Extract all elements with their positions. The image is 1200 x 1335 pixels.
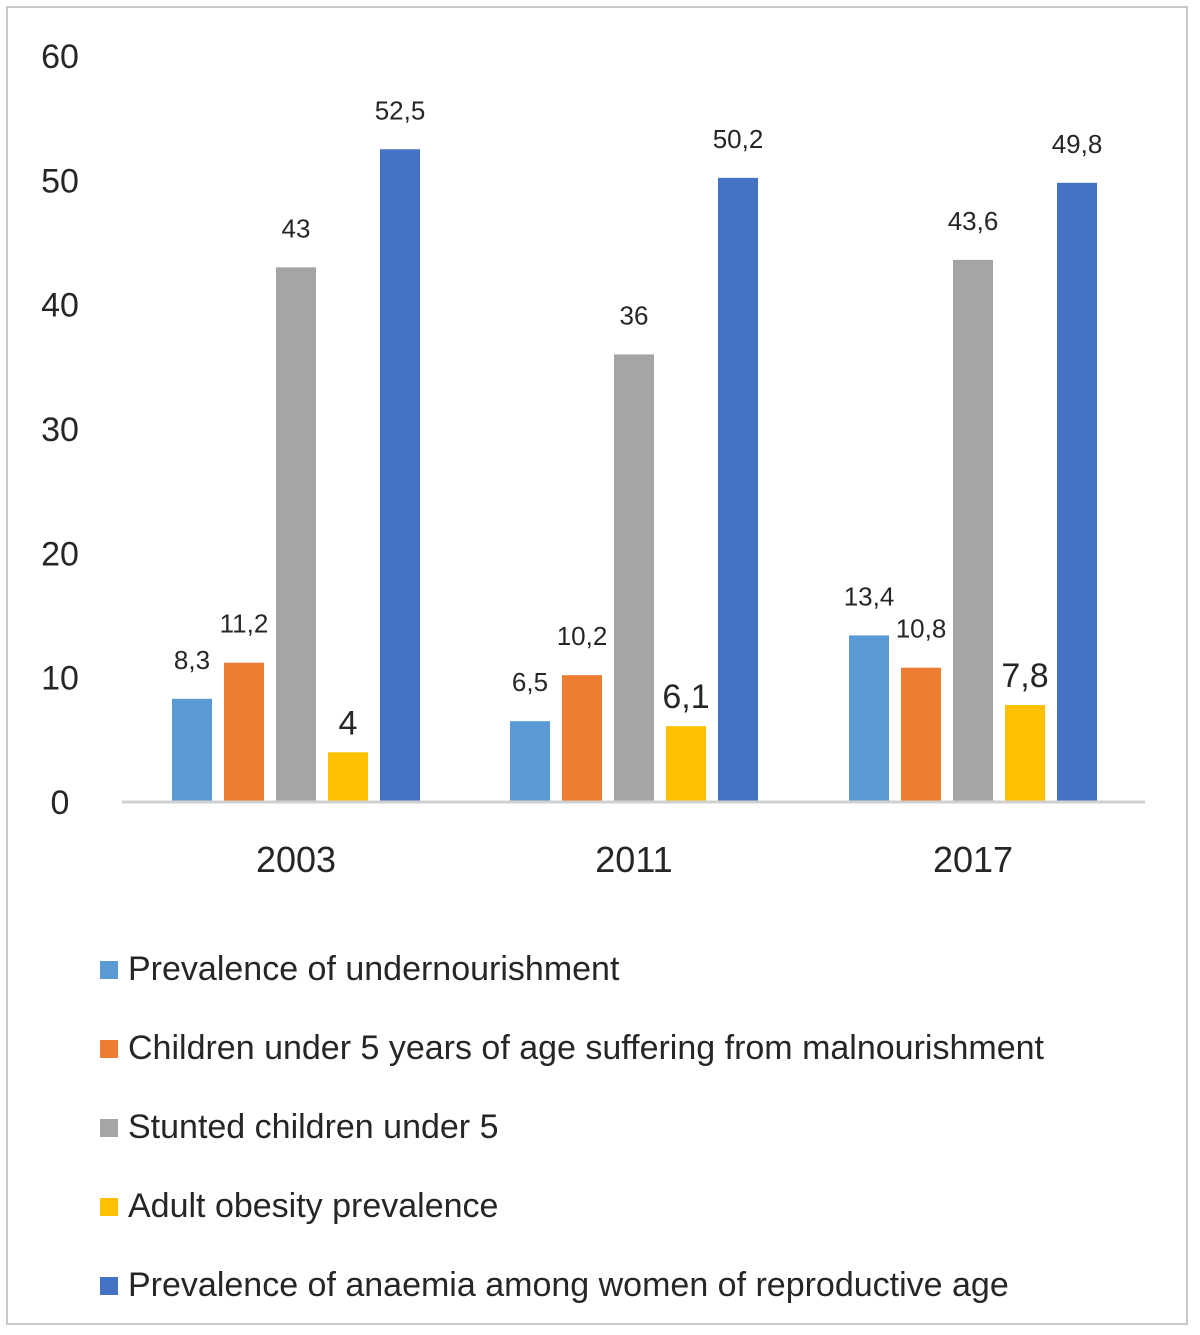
legend-swatch (100, 1197, 118, 1216)
data-label: 8,3 (174, 645, 210, 675)
y-tick-label: 0 (51, 784, 70, 822)
bar (276, 267, 316, 802)
data-label: 6,1 (662, 678, 709, 716)
bar (172, 698, 212, 802)
legend-swatch (100, 1276, 118, 1295)
data-label: 6,5 (512, 667, 548, 697)
data-label: 50,2 (713, 124, 764, 154)
y-tick-label: 20 (41, 535, 79, 573)
data-label: 43,6 (948, 206, 999, 236)
y-tick-label: 40 (41, 287, 79, 325)
x-tick-label: 2011 (595, 839, 672, 880)
x-tick-label: 2017 (933, 839, 1013, 880)
legend-label: Children under 5 years of age suffering … (128, 1029, 1044, 1067)
legend-item: Adult obesity prevalence (100, 1167, 1044, 1246)
x-tick-label: 2003 (256, 839, 336, 880)
data-label: 11,2 (220, 609, 269, 639)
bar (380, 149, 420, 802)
bar (953, 259, 993, 802)
legend-item: Prevalence of anaemia among women of rep… (100, 1246, 1044, 1325)
bar (718, 177, 758, 802)
legend-item: Stunted children under 5 (100, 1088, 1044, 1167)
y-tick-label: 30 (41, 411, 79, 449)
data-label: 7,8 (1001, 657, 1048, 695)
y-tick-label: 10 (41, 660, 79, 698)
legend-swatch (100, 960, 118, 979)
bar (849, 635, 889, 802)
legend: Prevalence of undernourishment Children u… (100, 930, 1044, 1325)
data-label: 36 (620, 300, 649, 330)
bar (510, 721, 550, 802)
bar-chart: 0 10 20 30 40 50 60 8,3 6,5 13,4 11,2 10,2 10,8 43 36… (41, 38, 1145, 880)
y-tick-label: 60 (41, 38, 79, 76)
bar (666, 726, 706, 802)
bar (224, 662, 264, 802)
bar (328, 752, 368, 802)
legend-item: Children under 5 years of age suffering … (100, 1009, 1044, 1088)
bar (1057, 182, 1097, 802)
data-label: 10,2 (557, 621, 608, 651)
legend-swatch (100, 1118, 118, 1137)
legend-label: Prevalence of anaemia among women of rep… (128, 1266, 1009, 1304)
bar (901, 667, 941, 802)
data-label: 13,4 (844, 581, 895, 611)
legend-label: Adult obesity prevalence (128, 1187, 499, 1225)
data-label: 49,8 (1052, 129, 1103, 159)
legend-swatch (100, 1039, 118, 1058)
legend-label: Prevalence of undernourishment (128, 950, 620, 988)
data-label: 10,8 (896, 614, 947, 644)
legend-label: Stunted children under 5 (128, 1108, 499, 1146)
data-label: 52,5 (375, 95, 426, 125)
bar (562, 675, 602, 802)
data-label: 4 (339, 704, 358, 742)
bar (614, 354, 654, 802)
data-label: 43 (282, 213, 311, 243)
legend-item: Prevalence of undernourishment (100, 930, 1044, 1009)
y-tick-label: 50 (41, 162, 79, 200)
bar (1005, 705, 1045, 802)
